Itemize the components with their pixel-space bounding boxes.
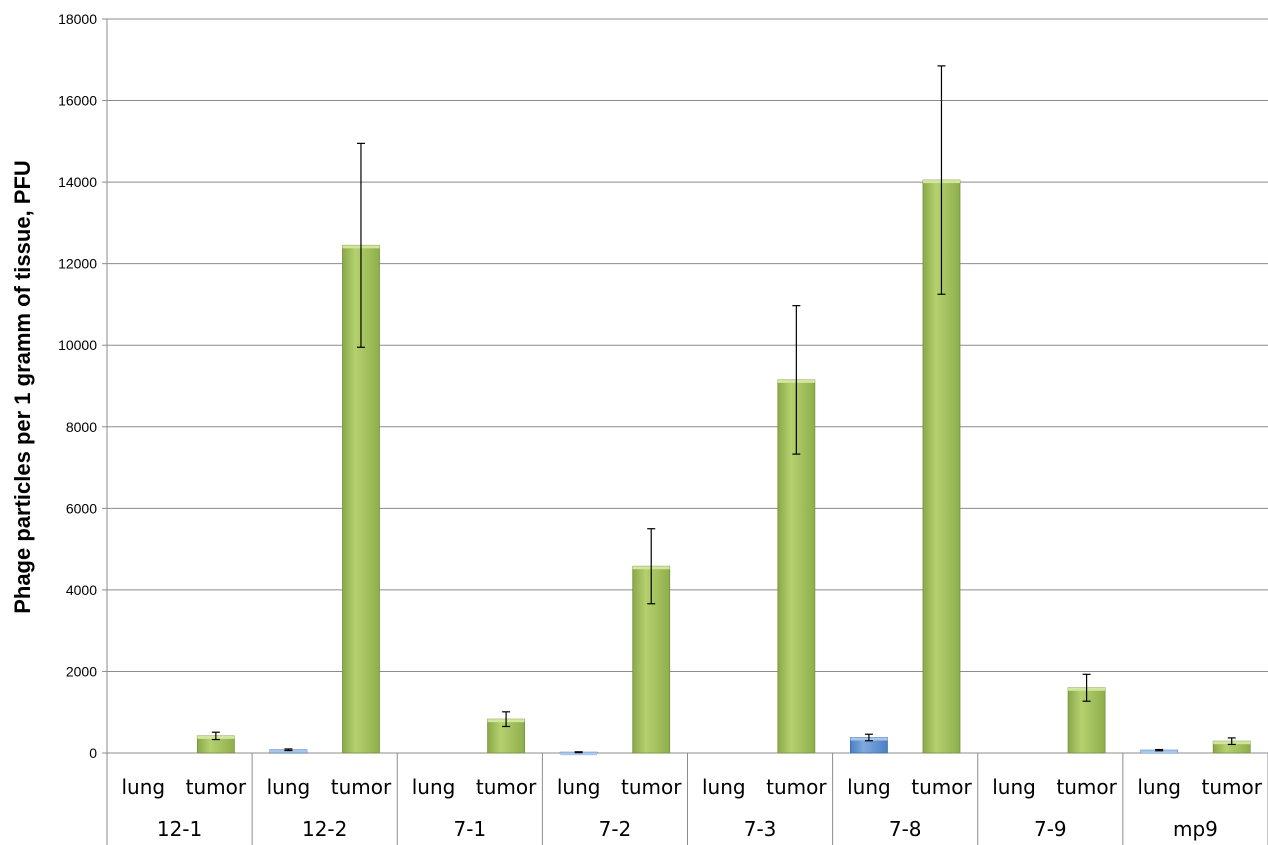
subcategory-label: lung bbox=[702, 775, 746, 799]
error-bar bbox=[356, 142, 365, 348]
y-tick-label: 2000 bbox=[66, 663, 97, 679]
subcategory-label: tumor bbox=[186, 775, 247, 799]
y-tick-label: 6000 bbox=[66, 500, 97, 516]
y-axis-title: Phage particles per 1 gramm of tissue, P… bbox=[10, 160, 35, 614]
subcategory-label: tumor bbox=[331, 775, 392, 799]
y-tick-label: 18000 bbox=[58, 11, 97, 27]
subcategory-label: lung bbox=[557, 775, 601, 799]
group-label: 7-1 bbox=[453, 817, 486, 841]
bar-cap bbox=[560, 752, 598, 756]
y-tick-label: 8000 bbox=[66, 419, 97, 435]
error-bar bbox=[937, 65, 946, 295]
error-bar bbox=[1227, 737, 1236, 746]
subcategory-label: lung bbox=[412, 775, 456, 799]
subcategory-label: tumor bbox=[1056, 775, 1117, 799]
group-label: 7-8 bbox=[889, 817, 922, 841]
group-label: 7-2 bbox=[599, 817, 632, 841]
group-label: 7-9 bbox=[1034, 817, 1067, 841]
subcategory-label: tumor bbox=[476, 775, 537, 799]
error-bar bbox=[1082, 673, 1091, 702]
subcategory-label: tumor bbox=[621, 775, 682, 799]
y-tick-label: 14000 bbox=[58, 174, 97, 190]
error-bar bbox=[574, 751, 583, 754]
error-bar bbox=[284, 748, 293, 752]
y-tick-label: 0 bbox=[89, 745, 97, 761]
error-bars bbox=[211, 65, 1236, 754]
error-bar bbox=[647, 528, 656, 605]
error-bar bbox=[502, 711, 511, 728]
subcategory-label: tumor bbox=[766, 775, 827, 799]
y-tick-label: 12000 bbox=[58, 256, 97, 272]
error-bar bbox=[792, 305, 801, 455]
subcategory-label: lung bbox=[267, 775, 311, 799]
error-bar bbox=[864, 733, 873, 742]
group-label: 12-1 bbox=[157, 817, 202, 841]
gridlines bbox=[107, 18, 1268, 754]
subcategory-label: lung bbox=[121, 775, 165, 799]
y-tick-label: 10000 bbox=[58, 337, 97, 353]
subcategory-label: lung bbox=[1137, 775, 1181, 799]
error-bar bbox=[211, 731, 220, 741]
error-bar bbox=[1155, 748, 1164, 752]
axis-labels: 0 2000 4000 6000 8000 10000 12000 14000 16000 180… bbox=[58, 11, 1263, 841]
subcategory-label: lung bbox=[992, 775, 1036, 799]
group-label: mp9 bbox=[1173, 817, 1218, 841]
y-tick-label: 4000 bbox=[66, 582, 97, 598]
axes bbox=[102, 18, 1268, 845]
bar-cap bbox=[1140, 750, 1178, 754]
y-tick-label: 16000 bbox=[58, 93, 97, 109]
subcategory-label: lung bbox=[847, 775, 891, 799]
group-label: 12-2 bbox=[302, 817, 347, 841]
bars bbox=[196, 179, 1251, 756]
subcategory-label: tumor bbox=[1201, 775, 1262, 799]
bar-cap bbox=[269, 749, 307, 753]
subcategory-label: tumor bbox=[911, 775, 972, 799]
group-label: 7-3 bbox=[744, 817, 777, 841]
